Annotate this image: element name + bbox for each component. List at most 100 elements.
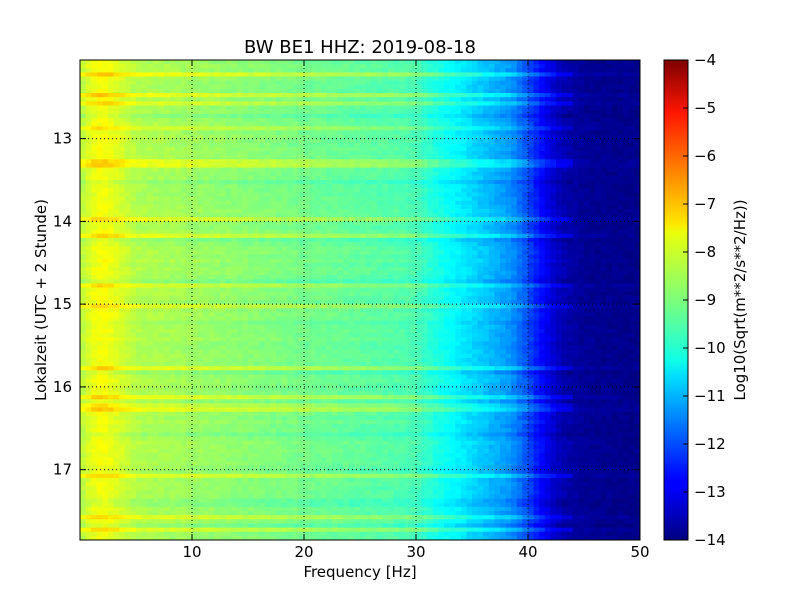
heatmap-cell — [208, 126, 215, 131]
heatmap-cell — [119, 213, 126, 218]
heatmap-cell — [376, 60, 383, 65]
heatmap-cell — [175, 237, 182, 243]
heatmap-cell — [113, 105, 120, 111]
heatmap-cell — [416, 84, 423, 90]
heatmap-cell — [236, 88, 243, 94]
heatmap-cell — [399, 167, 406, 173]
heatmap-cell — [360, 109, 367, 115]
heatmap-cell — [242, 72, 249, 78]
heatmap-cell — [169, 105, 176, 111]
heatmap-cell — [96, 233, 103, 239]
heatmap-cell — [623, 113, 630, 119]
heatmap-cell — [208, 84, 215, 90]
heatmap-cell — [203, 68, 210, 74]
heatmap-cell — [281, 60, 288, 65]
heatmap-cell — [113, 196, 120, 202]
heatmap-cell — [304, 68, 311, 74]
heatmap-cell — [477, 159, 484, 165]
heatmap-cell — [102, 88, 109, 94]
heatmap-cell — [108, 68, 115, 74]
heatmap-cell — [91, 126, 98, 131]
heatmap-cell — [544, 155, 551, 160]
heatmap-cell — [253, 200, 260, 206]
heatmap-cell — [416, 196, 423, 202]
heatmap-cell — [567, 229, 574, 235]
heatmap-cell — [472, 126, 479, 131]
heatmap-cell — [539, 142, 546, 148]
heatmap-cell — [388, 101, 395, 107]
heatmap-cell — [354, 146, 361, 152]
heatmap-cell — [382, 258, 389, 264]
heatmap-cell — [175, 242, 182, 247]
heatmap-cell — [136, 200, 143, 206]
heatmap-cell — [432, 188, 439, 194]
heatmap-cell — [410, 60, 417, 65]
heatmap-cell — [152, 217, 159, 222]
heatmap-cell — [91, 117, 98, 123]
heatmap-cell — [544, 196, 551, 202]
heatmap-cell — [477, 151, 484, 156]
heatmap-cell — [410, 200, 417, 206]
heatmap-cell — [197, 113, 204, 119]
heatmap-cell — [522, 88, 529, 94]
heatmap-cell — [466, 138, 473, 144]
heatmap-cell — [388, 250, 395, 256]
heatmap-cell — [136, 72, 143, 78]
heatmap-cell — [259, 93, 266, 98]
heatmap-cell — [421, 242, 428, 247]
heatmap-cell — [158, 254, 165, 260]
heatmap-cell — [276, 229, 283, 235]
heatmap-cell — [589, 204, 596, 210]
heatmap-cell — [292, 171, 299, 177]
heatmap-cell — [354, 250, 361, 256]
heatmap-cell — [108, 76, 115, 82]
heatmap-cell — [141, 113, 148, 119]
heatmap-cell — [141, 134, 148, 140]
heatmap-cell — [225, 196, 232, 202]
heatmap-cell — [147, 233, 154, 239]
heatmap-cell — [108, 237, 115, 243]
heatmap-cell — [404, 105, 411, 111]
heatmap-cell — [421, 146, 428, 152]
heatmap-cell — [595, 208, 602, 214]
heatmap-cell — [584, 250, 591, 256]
heatmap-cell — [320, 180, 327, 185]
heatmap-cell — [80, 175, 87, 181]
heatmap-cell — [393, 221, 400, 227]
heatmap-cell — [556, 246, 563, 251]
heatmap-cell — [147, 159, 154, 165]
heatmap-cell — [544, 175, 551, 181]
heatmap-cell — [192, 117, 199, 123]
heatmap-cell — [410, 167, 417, 173]
heatmap-cell — [225, 84, 232, 90]
heatmap-cell — [343, 217, 350, 222]
heatmap-cell — [371, 204, 378, 210]
heatmap-cell — [544, 180, 551, 185]
heatmap-cell — [326, 233, 333, 239]
heatmap-cell — [152, 200, 159, 206]
heatmap-cell — [561, 117, 568, 123]
heatmap-cell — [466, 250, 473, 256]
heatmap-cell — [124, 225, 131, 231]
heatmap-cell — [214, 229, 221, 235]
heatmap-cell — [242, 213, 249, 218]
heatmap-cell — [584, 258, 591, 264]
heatmap-cell — [298, 258, 305, 264]
heatmap-cell — [388, 64, 395, 69]
heatmap-cell — [561, 163, 568, 169]
heatmap-cell — [281, 229, 288, 235]
heatmap-cell — [147, 84, 154, 90]
heatmap-cell — [236, 138, 243, 144]
heatmap-cell — [365, 213, 372, 218]
heatmap-cell — [421, 159, 428, 165]
heatmap-cell — [332, 101, 339, 107]
heatmap-cell — [393, 68, 400, 74]
heatmap-cell — [505, 175, 512, 181]
heatmap-cell — [253, 155, 260, 160]
heatmap-cell — [634, 80, 640, 86]
heatmap-cell — [102, 262, 109, 268]
heatmap-cell — [169, 101, 176, 107]
heatmap-cell — [337, 221, 344, 227]
heatmap-cell — [186, 68, 193, 74]
heatmap-cell — [231, 113, 238, 119]
